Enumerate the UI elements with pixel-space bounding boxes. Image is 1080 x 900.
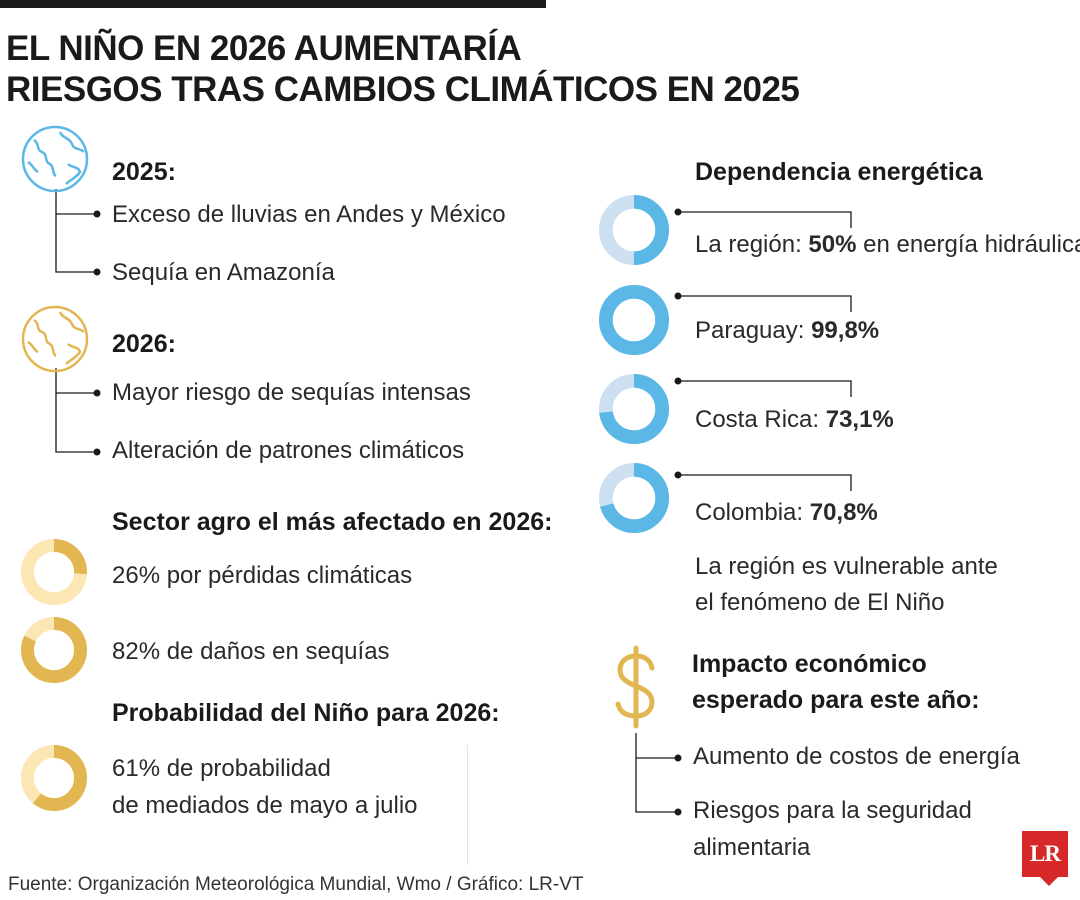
- list-item: Alteración de patrones climáticos: [112, 437, 465, 464]
- value: 99,8%: [811, 317, 880, 344]
- dollar-icon: [615, 645, 655, 729]
- heading-probabilidad: Probabilidad del Niño para 2026:: [112, 699, 500, 727]
- dependencia-colombia: Colombia: 70,8%: [695, 498, 878, 528]
- page-title: EL NIÑO EN 2026 AUMENTARÍA RIESGOS TRAS …: [6, 28, 800, 110]
- label: La región:: [695, 231, 809, 258]
- heading-impacto-1: Impacto económico: [692, 650, 927, 678]
- donut-value-arc: [599, 195, 669, 265]
- note-line-2: el fenómeno de El Niño: [695, 589, 945, 616]
- list-item: Riesgos para la seguridad: [693, 797, 972, 824]
- donut-value-arc: [599, 374, 669, 444]
- note-line-1: La región es vulnerable ante: [695, 553, 998, 580]
- dependencia-paraguay: Paraguay: 99,8%: [695, 316, 879, 346]
- dependencia-costa-rica: Costa Rica: 73,1%: [695, 405, 894, 435]
- suffix: en energía hidráulica: [856, 231, 1080, 258]
- probabilidad-line-1: 61% de probabilidad: [112, 755, 331, 782]
- list-item: Exceso de lluvias en Andes y México: [112, 201, 506, 228]
- heading-2025: 2025:: [112, 158, 176, 186]
- list-item: alimentaria: [693, 834, 811, 861]
- donut-region: [599, 195, 669, 265]
- donut-colombia: [599, 463, 669, 533]
- value: 73,1%: [825, 406, 894, 433]
- probabilidad-line-2: de mediados de mayo a julio: [112, 792, 418, 819]
- heading-agro: Sector agro el más afectado en 2026:: [112, 508, 553, 536]
- list-item: Mayor riesgo de sequías intensas: [112, 379, 471, 406]
- donut-value-arc: [20, 538, 88, 606]
- value: 70,8%: [809, 499, 878, 526]
- list-item: Sequía en Amazonía: [112, 259, 335, 286]
- agro-drought-text: 82% de daños en sequías: [112, 638, 390, 665]
- value: 50%: [808, 231, 857, 258]
- heading-dependencia: Dependencia energética: [695, 158, 983, 186]
- label: Colombia:: [695, 499, 810, 526]
- donut-value-arc: [599, 463, 669, 533]
- lr-logo-tail: [1039, 876, 1059, 886]
- donut-value-arc: [20, 744, 88, 812]
- list-item: Aumento de costos de energía: [693, 743, 1020, 770]
- donut-value-arc: [20, 616, 88, 684]
- source-credit: Fuente: Organización Meteorológica Mundi…: [8, 874, 584, 895]
- globe-icon: [21, 305, 89, 373]
- title-line-2: RIESGOS TRAS CAMBIOS CLIMÁTICOS EN 2025: [6, 70, 800, 109]
- donut-value-arc: [599, 285, 669, 355]
- donut-agro-drought: [20, 616, 88, 684]
- divider: [467, 745, 468, 865]
- heading-2026: 2026:: [112, 330, 176, 358]
- donut-costa-rica: [599, 374, 669, 444]
- title-line-1: EL NIÑO EN 2026 AUMENTARÍA: [6, 29, 522, 68]
- dependencia-region: La región: 50% en energía hidráulica: [695, 230, 1080, 260]
- globe-icon: [21, 125, 89, 193]
- label: Paraguay:: [695, 317, 812, 344]
- heading-impacto-2: esperado para este año:: [692, 686, 980, 714]
- donut-agro-losses: [20, 538, 88, 606]
- lr-logo: LR: [1022, 831, 1068, 877]
- top-rule: [0, 0, 546, 8]
- donut-probabilidad: [20, 744, 88, 812]
- donut-paraguay: [599, 285, 669, 355]
- agro-losses-text: 26% por pérdidas climáticas: [112, 562, 413, 589]
- label: Costa Rica:: [695, 406, 826, 433]
